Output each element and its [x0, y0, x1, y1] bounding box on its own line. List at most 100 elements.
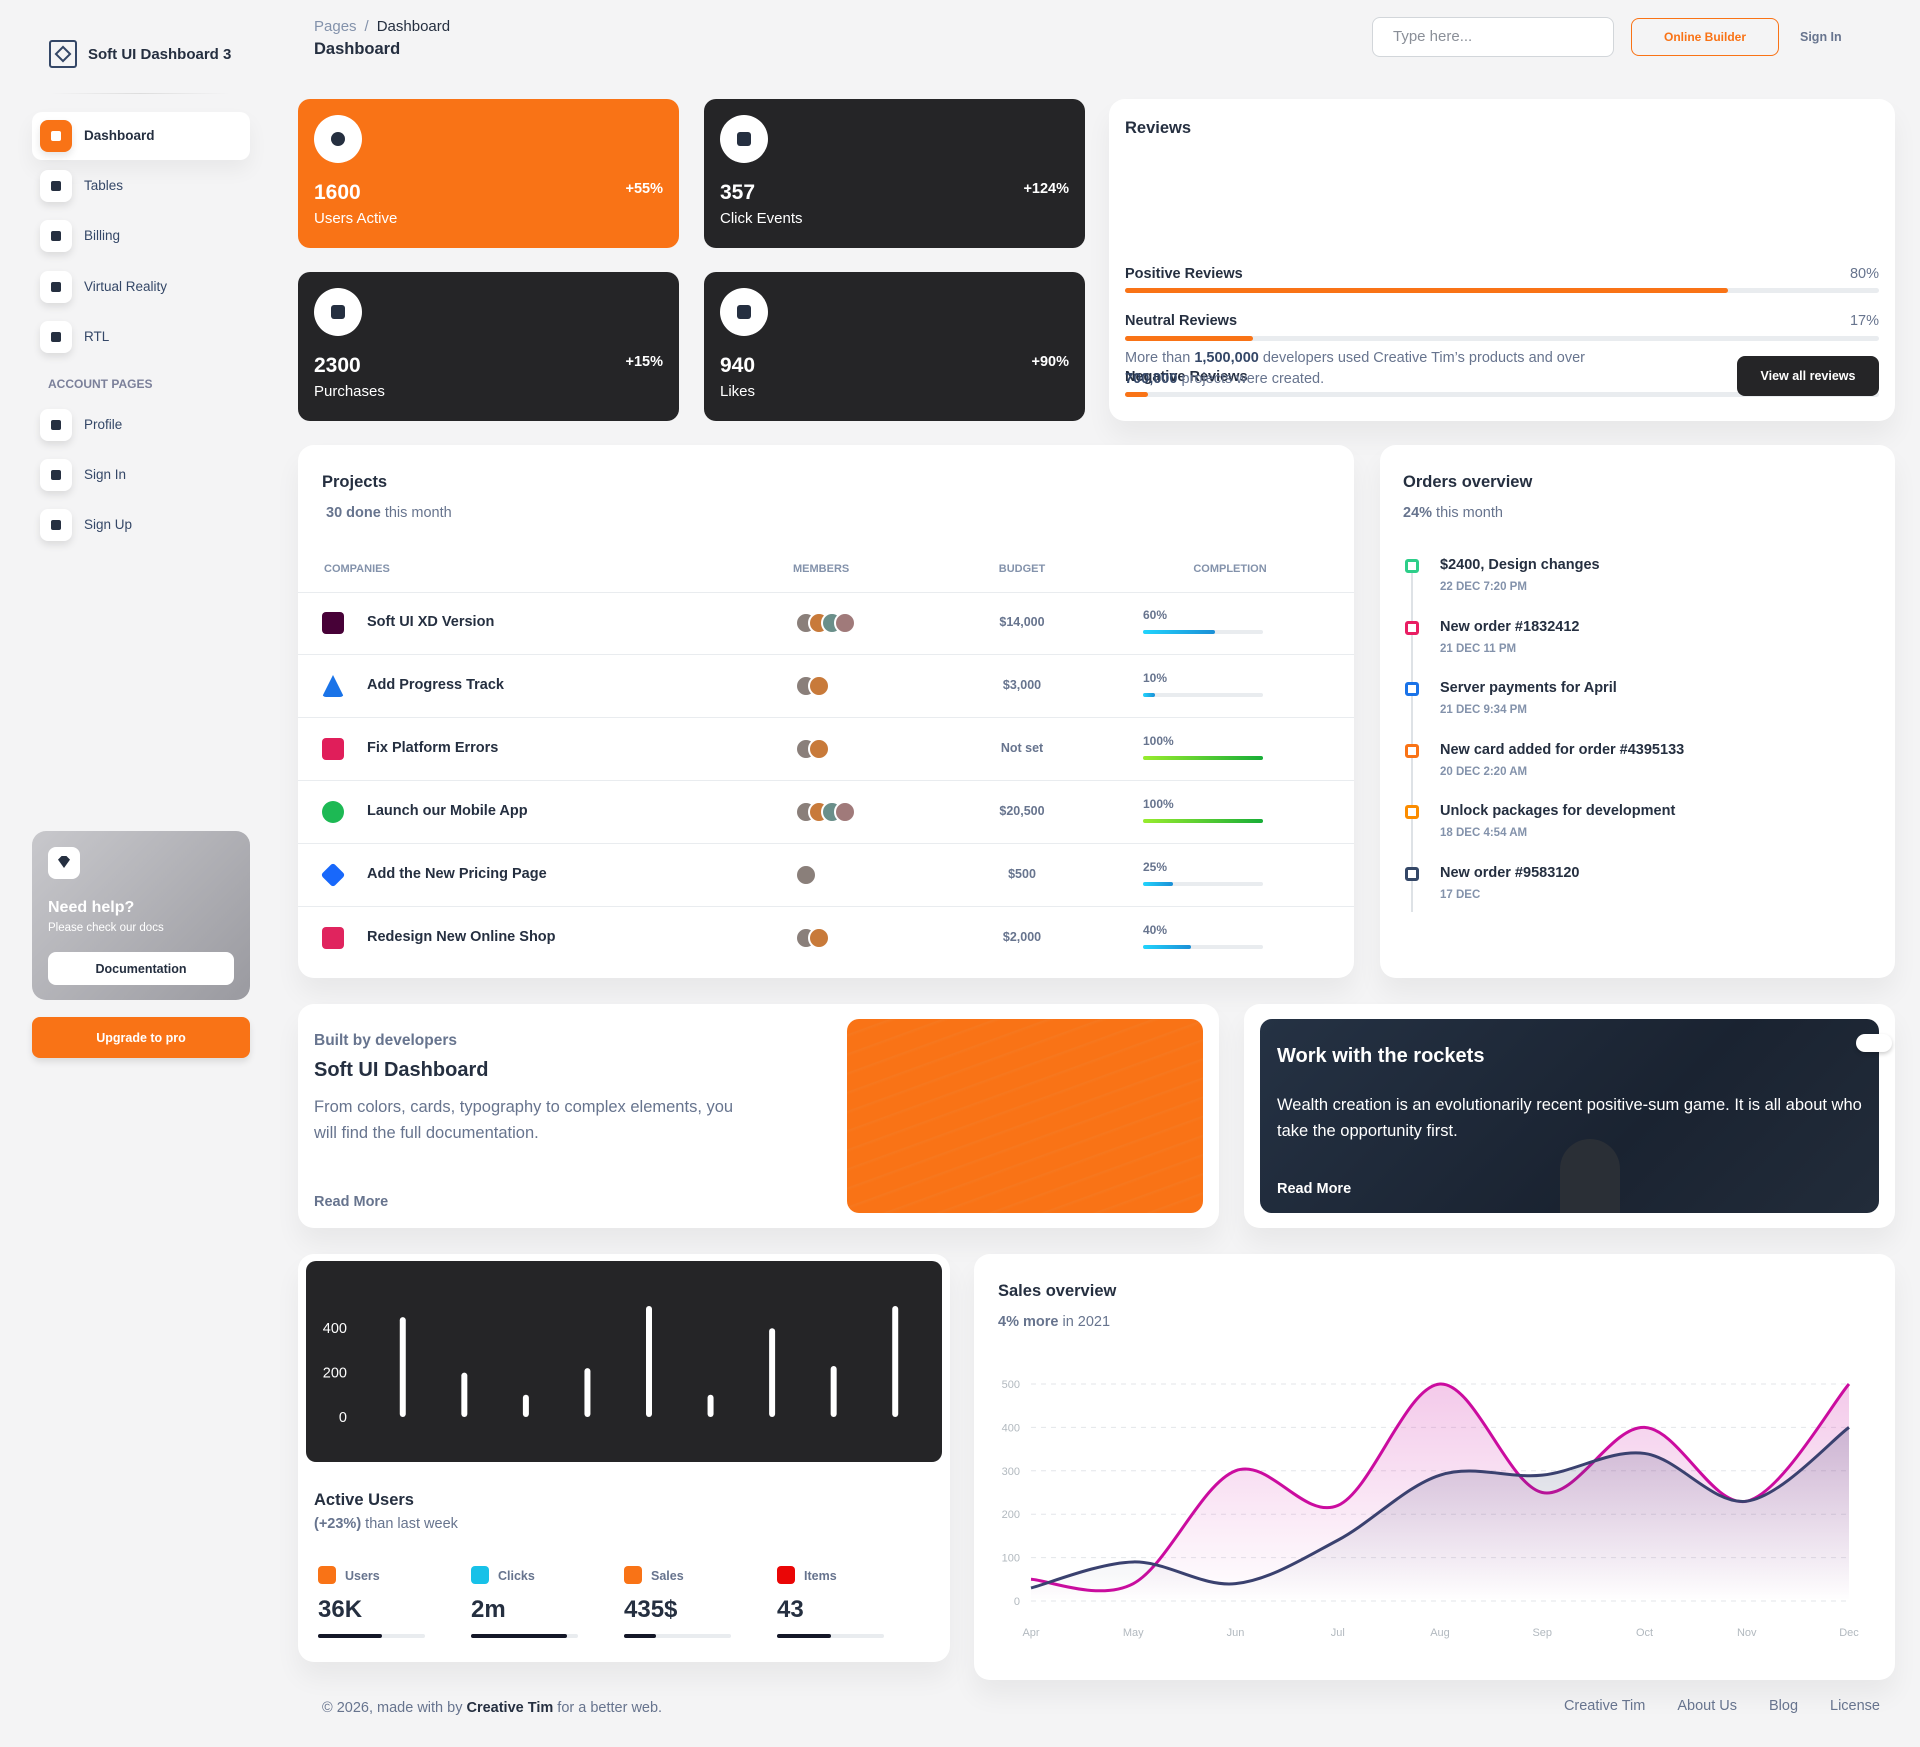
promo-title: Soft UI Dashboard [314, 1059, 489, 1081]
reviews-card: Reviews Positive Reviews 80% Neutral Review… [1109, 99, 1895, 421]
nav-link[interactable]: Dashboard [84, 128, 155, 143]
stat-card: 940 +90% Likes [704, 272, 1085, 421]
member-avatar [795, 864, 817, 886]
stat-icon [720, 288, 768, 336]
stat-icon [314, 115, 362, 163]
stat-label: Clicks [498, 1569, 535, 1583]
rockets-link[interactable]: Read More [1277, 1181, 1352, 1197]
help-icon [48, 847, 80, 879]
order-title: $2400, Design changes [1440, 557, 1600, 573]
footer-text-part: for a better web. [553, 1700, 663, 1716]
order-title: Server payments for April [1440, 680, 1617, 696]
promo-link[interactable]: Read More [314, 1194, 389, 1210]
nav-link[interactable]: Profile [84, 417, 123, 432]
completion-label: 100% [1143, 797, 1174, 811]
footer-link[interactable]: License [1830, 1698, 1880, 1714]
order-date: 21 DEC 11 PM [1440, 642, 1517, 655]
timeline-icon [1405, 805, 1419, 819]
nav-link[interactable]: Tables [84, 178, 124, 193]
stat-value: 43 [777, 1596, 804, 1623]
brand-logo [49, 40, 77, 68]
review-label: Neutral Reviews [1125, 313, 1238, 329]
sign-in-link[interactable]: Sign In [1800, 30, 1842, 44]
completion-bar [1143, 756, 1263, 760]
column-header: MEMBERS [793, 563, 850, 575]
footer-link[interactable]: Creative Tim [1563, 1698, 1646, 1714]
completion-bar [1143, 882, 1173, 886]
stat-track [318, 1634, 425, 1638]
toggle [1856, 1034, 1892, 1052]
budget: $14,000 [999, 615, 1045, 629]
budget: $3,000 [1002, 678, 1042, 692]
page-title: Dashboard [314, 40, 401, 58]
row-divider [298, 654, 1354, 655]
stat-track [777, 1634, 884, 1638]
stat-card: 357 +124% Click Events [704, 99, 1085, 248]
stat-change: +55% [625, 181, 664, 197]
timeline-icon [1405, 559, 1419, 573]
help-glyph [58, 856, 70, 868]
completion-track [1143, 630, 1263, 634]
stat-track [624, 1634, 731, 1638]
company-logo [322, 927, 344, 949]
budget: $20,500 [999, 804, 1045, 818]
orders-change: 24% [1403, 505, 1433, 521]
active-users-period: than last week [361, 1516, 458, 1532]
active-users-card: Active Users (+23%) than last week Users 36… [298, 1254, 950, 1662]
nav-link[interactable]: RTL [84, 329, 110, 344]
breadcrumb: Pages / Dashboard [314, 18, 450, 35]
projects-subtitle: 30 done this month [326, 505, 452, 521]
nav-icon [40, 170, 72, 202]
company-name: Launch our Mobile App [367, 803, 528, 819]
nav-glyph [51, 420, 61, 430]
stat-change: +15% [625, 354, 664, 370]
view-reviews-button[interactable]: View all reviews [1737, 356, 1879, 396]
nav-link[interactable]: Virtual Reality [84, 279, 168, 294]
row-divider [298, 780, 1354, 781]
footer-brand: Creative Tim [466, 1700, 554, 1716]
company-name: Soft UI XD Version [367, 614, 495, 630]
nav-icon [40, 220, 72, 252]
upgrade-button[interactable]: Upgrade to pro [32, 1017, 250, 1058]
budget: Not set [1000, 741, 1044, 755]
nav-link[interactable]: Sign Up [84, 517, 133, 532]
nav-link[interactable]: Billing [84, 228, 121, 243]
documentation-button[interactable]: Documentation [48, 952, 234, 985]
stat-label: Users Active [314, 210, 398, 227]
budget: $2,000 [1002, 930, 1042, 944]
promo-text: From colors, cards, typography to comple… [314, 1098, 734, 1142]
rockets-figure [1560, 1139, 1620, 1213]
online-builder-button[interactable]: Online Builder [1631, 18, 1779, 56]
header-divider [298, 592, 1354, 593]
completion-track [1143, 756, 1263, 760]
timeline-line [1411, 567, 1413, 912]
footer-link[interactable]: Blog [1768, 1698, 1799, 1714]
reviews-title: Reviews [1125, 119, 1192, 137]
review-percent: 80% [1849, 266, 1879, 282]
column-header: COMPANIES [324, 563, 390, 575]
stat-icon [318, 1566, 336, 1584]
review-track [1125, 288, 1879, 293]
review-label: Positive Reviews [1125, 266, 1243, 282]
company-logo [322, 801, 344, 823]
completion-label: 40% [1143, 923, 1168, 937]
row-divider [298, 906, 1354, 907]
stat-glyph [737, 132, 751, 146]
member-avatar [808, 927, 830, 949]
stat-icon [471, 1566, 489, 1584]
completion-track [1143, 693, 1263, 697]
order-title: New order #1832412 [1440, 618, 1580, 635]
nav-glyph [51, 520, 61, 530]
stat-card: 2300 +15% Purchases [298, 272, 679, 421]
footer-link[interactable]: About Us [1677, 1698, 1737, 1714]
row-divider [298, 717, 1354, 718]
note-text: More than [1125, 350, 1195, 366]
nav-link[interactable]: Sign In [84, 467, 127, 482]
timeline-icon [1405, 682, 1419, 696]
stat-progress [318, 1634, 383, 1638]
rockets-title: Work with the rockets [1277, 1045, 1485, 1067]
completion-bar [1143, 693, 1155, 697]
search-input[interactable]: Type here... [1372, 17, 1614, 57]
orders-card: Orders overview 24% this month $2400, Desi… [1380, 445, 1895, 978]
rockets-card: Work with the rockets Wealth creation is … [1244, 1004, 1895, 1228]
